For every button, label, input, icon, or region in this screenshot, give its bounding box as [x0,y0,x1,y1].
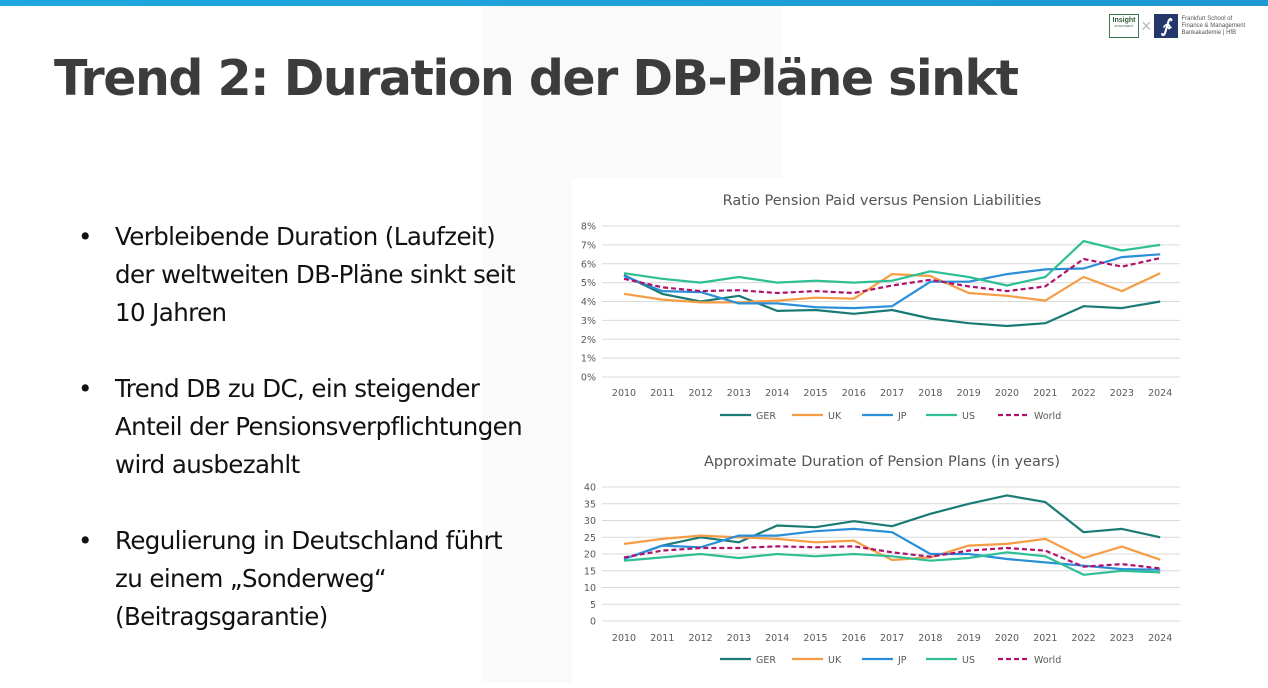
logo-group: Insight INVESTMENT × ∱ Frankfurt School … [1109,12,1245,40]
bullet-dot-icon: • [78,222,92,251]
chart-1-series-us-line [623,239,1161,287]
chart-2-x-tick-label: 2012 [689,633,713,644]
bullet-text: Trend DB zu DC, ein steigender Anteil de… [115,374,523,479]
chart-2-title: Approximate Duration of Pension Plans (i… [704,454,1060,470]
chart-1-legend-label-world: World [1034,411,1061,422]
chart-1-x-tick-label: 2023 [1110,388,1134,399]
chart-1-x-tick-label: 2012 [689,388,713,399]
fs-line-2: Finance & Management [1181,22,1246,29]
bullet-text: Verbleibende Duration (Laufzeit) der wel… [115,222,516,327]
chart-2-x-tick-label: 2011 [650,633,674,644]
chart-2-y-tick-label: 0 [590,617,596,628]
chart-2-series-us-line [623,551,1161,576]
bullet-item: • Trend DB zu DC, ein steigender Anteil … [78,370,528,484]
chart-2-legend-label-us: US [962,655,975,666]
chart-1-x-tick-label: 2022 [1072,388,1096,399]
chart-2-x-tick-label: 2016 [842,633,866,644]
chart-2-x-tick-label: 2020 [995,633,1019,644]
chart-1-x-tick-label: 2024 [1148,388,1172,399]
chart-1-y-tick-label: 0% [581,373,596,384]
chart-1-y-tick-label: 1% [581,354,596,365]
chart-2-y-tick-label: 40 [584,483,596,494]
chart-1-y-tick-label: 7% [581,240,596,251]
chart-2-legend-label-jp: JP [897,655,907,666]
chart-2-x-tick-label: 2021 [1033,633,1057,644]
chart-1-y-tick-label: 4% [581,297,596,308]
chart-1-y-tick-label: 8% [581,222,596,233]
chart-2-x-tick-label: 2024 [1148,633,1172,644]
insight-investment-logo: Insight INVESTMENT [1109,14,1139,38]
chart-2-x-tick-label: 2019 [957,633,981,644]
chart-2-x-tick-label: 2015 [803,633,827,644]
chart-2-x-tick-label: 2023 [1110,633,1134,644]
chart-2-x-tick-label: 2022 [1072,633,1096,644]
bullet-item: • Regulierung in Deutschland führt zu ei… [78,522,528,636]
chart-2-legend-label-uk: UK [828,655,842,666]
chart-2-legend-label-ger: GER [756,655,776,666]
chart-1-legend-label-uk: UK [828,411,842,422]
chart-2-x-tick-label: 2018 [918,633,942,644]
fs-line-3: Bankakademie | HfB [1181,29,1237,36]
chart-1-y-tick-label: 3% [581,316,596,327]
chart-2-y-tick-label: 30 [584,516,596,527]
top-accent-bar [0,0,1268,6]
chart-1-x-tick-label: 2019 [957,388,981,399]
chart-2-y-tick-label: 35 [584,499,596,510]
chart-1-x-tick-label: 2021 [1033,388,1057,399]
frankfurt-school-logo-text: Frankfurt School of Finance & Management… [1182,16,1246,37]
chart-1-legend-label-jp: JP [897,411,907,422]
chart-2-x-tick-label: 2010 [612,633,636,644]
chart-1-title: Ratio Pension Paid versus Pension Liabil… [723,193,1042,209]
chart-2-x-tick-label: 2014 [765,633,789,644]
chart-1-y-tick-label: 2% [581,335,596,346]
bullet-dot-icon: • [78,374,92,403]
bullet-text: Regulierung in Deutschland führt zu eine… [115,526,503,631]
chart-2-series-world-line [623,545,1161,570]
bullet-item: • Verbleibende Duration (Laufzeit) der w… [78,218,528,332]
chart-1-series-uk-line [623,272,1161,304]
chart-2-series-jp-line [623,527,1161,571]
bullet-dot-icon: • [78,526,92,555]
chart-1-series-world-line [623,257,1161,295]
logo-separator-icon: × [1141,16,1152,36]
insight-logo-label: Insight [1112,17,1136,24]
chart-1-series-ger-line [623,274,1161,328]
chart-2-x-tick-label: 2017 [880,633,904,644]
slide-title: Trend 2: Duration der DB-Pläne sinkt [54,50,1019,107]
chart-1-x-tick-label: 2020 [995,388,1019,399]
fs-line-1: Frankfurt School of [1181,15,1233,22]
chart-1-series-jp-line [623,253,1161,310]
chart-2-y-tick-label: 10 [584,583,596,594]
chart-1-x-tick-label: 2014 [765,388,789,399]
chart-2-y-tick-label: 25 [584,533,596,544]
bullet-list: • Verbleibende Duration (Laufzeit) der w… [78,218,528,674]
chart-2-series-uk-line [623,534,1161,562]
charts-svg: Ratio Pension Paid versus Pension Liabil… [581,193,1180,666]
chart-1-y-tick-label: 6% [581,259,596,270]
chart-2-y-tick-label: 5 [590,600,596,611]
chart-1-legend-label-ger: GER [756,411,776,422]
chart-1-y-tick-label: 5% [581,278,596,289]
chart-1-legend-label-us: US [962,411,975,422]
insight-logo-sub: INVESTMENT [1114,24,1134,28]
chart-1-x-tick-label: 2017 [880,388,904,399]
chart-2-legend-label-world: World [1034,655,1061,666]
chart-1-x-tick-label: 2016 [842,388,866,399]
chart-panel: Ratio Pension Paid versus Pension Liabil… [572,178,1192,683]
chart-1-x-tick-label: 2013 [727,388,751,399]
chart-1-x-tick-label: 2011 [650,388,674,399]
chart-2-y-tick-label: 20 [584,550,596,561]
chart-2-x-tick-label: 2013 [727,633,751,644]
chart-2-series-ger-line [623,494,1161,561]
chart-1-x-tick-label: 2010 [612,388,636,399]
chart-1-x-tick-label: 2015 [803,388,827,399]
chart-2-y-tick-label: 15 [584,566,596,577]
chart-1-x-tick-label: 2018 [918,388,942,399]
frankfurt-school-logo-icon: ∱ [1153,14,1178,38]
